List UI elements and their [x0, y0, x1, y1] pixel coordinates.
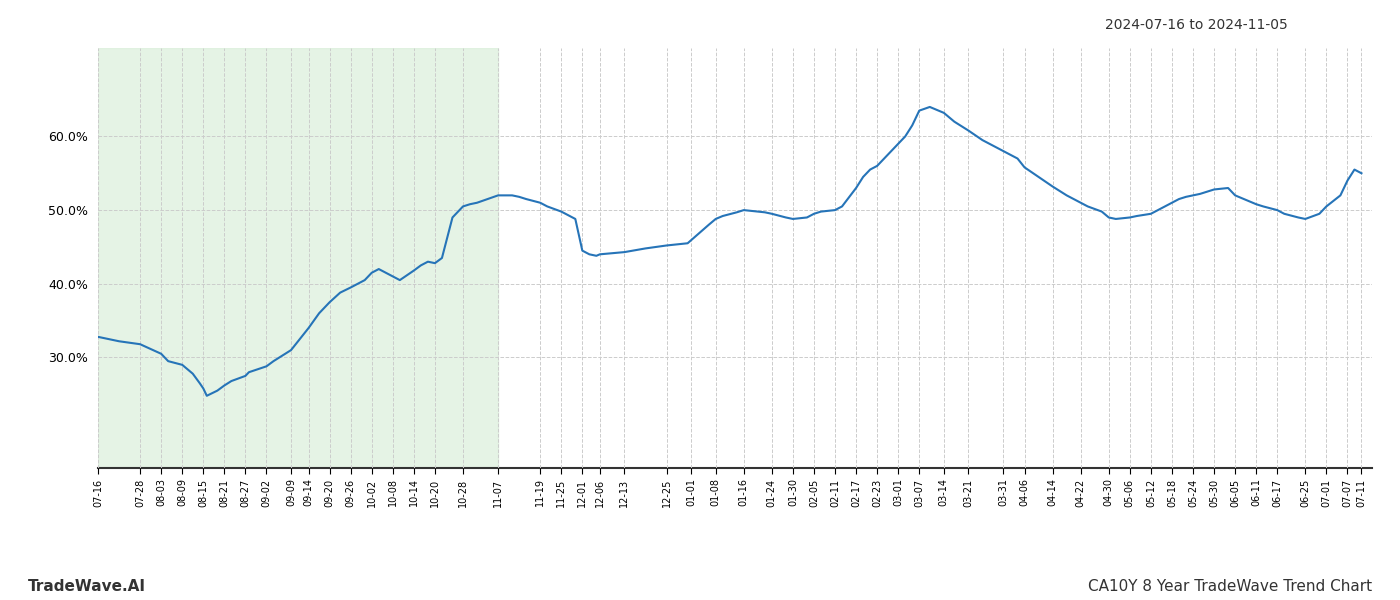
Text: 2024-07-16 to 2024-11-05: 2024-07-16 to 2024-11-05 [1105, 18, 1288, 32]
Bar [98, 48, 498, 468]
Text: TradeWave.AI: TradeWave.AI [28, 579, 146, 594]
Text: CA10Y 8 Year TradeWave Trend Chart: CA10Y 8 Year TradeWave Trend Chart [1088, 579, 1372, 594]
